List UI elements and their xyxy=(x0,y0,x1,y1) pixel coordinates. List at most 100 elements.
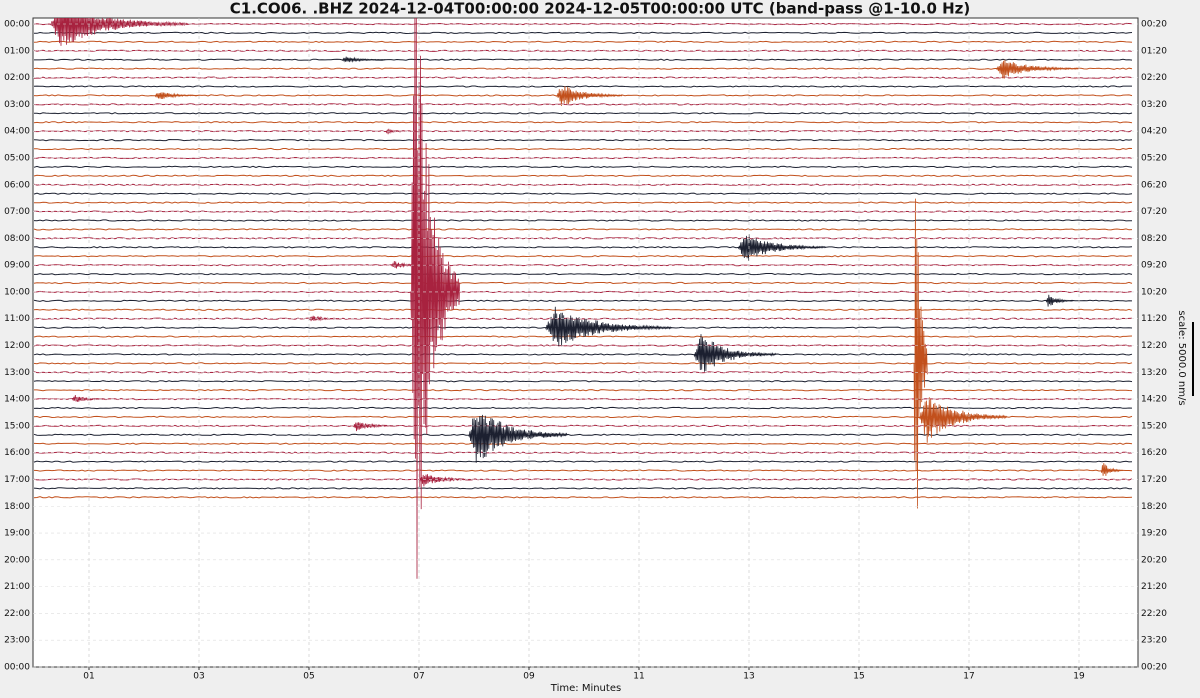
x-tick-label: 11 xyxy=(633,672,644,682)
scale-label: scale: 5000.0 nm/s xyxy=(1176,310,1187,405)
y-tick-label: 00:00 xyxy=(4,663,30,673)
chart-title: C1.CO06. .BHZ 2024-12-04T00:00:00 2024-1… xyxy=(230,0,971,18)
seismic-event xyxy=(545,306,672,347)
x-tick-label: 17 xyxy=(963,672,974,682)
x-tick-label: 01 xyxy=(83,672,94,682)
y-tick-label-right: 11:20 xyxy=(1141,314,1167,324)
trace xyxy=(33,487,1132,490)
trace xyxy=(33,317,1133,320)
seismic-event xyxy=(50,18,189,46)
trace xyxy=(33,192,1133,195)
seismic-event xyxy=(468,414,568,463)
y-tick-label: 21:00 xyxy=(4,582,30,592)
trace xyxy=(33,281,1133,285)
traces xyxy=(33,18,1133,579)
trace xyxy=(33,469,1133,472)
trace xyxy=(33,362,1133,365)
seismic-event xyxy=(410,18,461,579)
trace xyxy=(33,433,1133,436)
trace xyxy=(33,246,1133,249)
trace xyxy=(33,335,1133,338)
x-tick-label: 15 xyxy=(853,672,864,682)
y-tick-label: 02:00 xyxy=(4,73,30,83)
trace xyxy=(33,308,1133,311)
trace xyxy=(33,165,1133,169)
trace xyxy=(33,496,1133,499)
y-tick-label-right: 10:20 xyxy=(1141,287,1167,297)
seismic-event xyxy=(996,59,1079,79)
y-tick-label-right: 00:20 xyxy=(1141,663,1167,673)
plot-area xyxy=(32,17,1139,668)
trace xyxy=(33,344,1133,347)
seismic-event xyxy=(341,56,386,63)
seismic-event xyxy=(693,334,777,372)
y-tick-label: 06:00 xyxy=(4,180,30,190)
y-tick-label-right: 23:20 xyxy=(1141,636,1167,646)
y-tick-label-right: 14:20 xyxy=(1141,395,1167,405)
trace xyxy=(33,183,1133,186)
trace xyxy=(33,121,1133,124)
y-tick-label-right: 03:20 xyxy=(1141,100,1167,110)
y-tick-label-right: 19:20 xyxy=(1141,529,1167,539)
y-tick-label: 15:00 xyxy=(4,421,30,431)
y-tick-label-right: 01:20 xyxy=(1141,46,1167,56)
trace xyxy=(33,380,1133,383)
y-tick-label-right: 18:20 xyxy=(1141,502,1167,512)
x-tick-label: 13 xyxy=(743,672,754,682)
seismic-event xyxy=(913,198,928,509)
trace xyxy=(34,147,1133,151)
trace xyxy=(33,371,1133,374)
x-tick-label: 19 xyxy=(1073,672,1085,682)
trace xyxy=(33,112,1133,115)
seismic-event xyxy=(1045,294,1074,307)
y-tick-label: 03:00 xyxy=(4,100,30,110)
x-tick-label: 05 xyxy=(303,672,314,682)
y-tick-label: 11:00 xyxy=(4,314,30,324)
trace xyxy=(33,31,1133,35)
trace xyxy=(33,130,1133,133)
y-tick-label: 01:00 xyxy=(4,46,30,56)
y-tick-label: 08:00 xyxy=(4,234,30,244)
trace xyxy=(33,67,1133,70)
trace xyxy=(33,290,1133,294)
seismic-event xyxy=(737,234,826,261)
trace xyxy=(34,272,1133,276)
trace xyxy=(33,138,1133,142)
trace xyxy=(33,478,1133,481)
seismic-event xyxy=(308,315,343,322)
y-tick-label-right: 00:20 xyxy=(1141,20,1167,30)
y-tick-label-right: 21:20 xyxy=(1141,582,1167,592)
trace xyxy=(33,263,1133,267)
y-tick-label-right: 22:20 xyxy=(1141,609,1167,619)
trace xyxy=(33,85,1132,88)
y-tick-label: 23:00 xyxy=(4,636,30,646)
trace xyxy=(34,201,1133,204)
y-tick-label: 12:00 xyxy=(4,341,30,351)
trace xyxy=(33,451,1133,454)
y-tick-label: 13:00 xyxy=(4,368,30,378)
trace xyxy=(33,353,1133,356)
y-tick-label-right: 08:20 xyxy=(1141,234,1167,244)
trace xyxy=(33,237,1133,240)
y-tick-label: 00:00 xyxy=(4,20,30,30)
trace xyxy=(34,58,1133,61)
trace xyxy=(33,442,1133,445)
seismic-event xyxy=(1100,463,1123,476)
y-tick-label-right: 13:20 xyxy=(1141,368,1167,378)
y-tick-label-right: 09:20 xyxy=(1141,261,1167,271)
y-tick-label: 16:00 xyxy=(4,448,30,458)
y-tick-label-right: 05:20 xyxy=(1141,153,1167,163)
trace xyxy=(33,22,1133,26)
y-tick-label: 22:00 xyxy=(4,609,30,619)
y-tick-label-right: 15:20 xyxy=(1141,421,1167,431)
trace xyxy=(33,228,1133,231)
y-tick-label: 09:00 xyxy=(4,261,30,271)
y-tick-label-right: 06:20 xyxy=(1141,180,1167,190)
trace xyxy=(34,210,1133,213)
trace xyxy=(33,76,1133,79)
trace xyxy=(33,40,1133,44)
x-tick-label: 07 xyxy=(413,672,424,682)
y-tick-label-right: 07:20 xyxy=(1141,207,1167,217)
